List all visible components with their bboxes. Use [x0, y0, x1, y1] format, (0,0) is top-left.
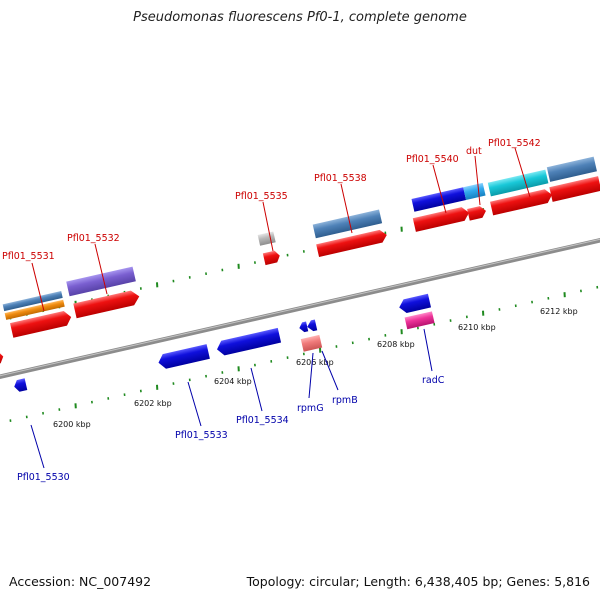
gene-bar-5535-gray[interactable]: [257, 231, 276, 246]
cds-arrow-5534[interactable]: [215, 327, 282, 357]
gene-label-radC[interactable]: radC: [422, 375, 445, 386]
gene-label-rpmG[interactable]: rpmG: [297, 403, 324, 414]
leader-line: [308, 352, 314, 399]
gene-label-5531[interactable]: Pfl01_5531: [2, 251, 55, 262]
cds-arrow-5538[interactable]: [316, 229, 388, 257]
scale-label: 6210 kbp: [458, 323, 496, 332]
gene-bar-5540-blue[interactable]: [411, 187, 467, 212]
scale-label: 6206 kbp: [296, 358, 334, 367]
cds-arrow-rpmG[interactable]: [298, 321, 309, 333]
cds-arrow-5533[interactable]: [157, 344, 210, 370]
cds-arrow-5540[interactable]: [412, 206, 471, 232]
gene-bar-5532-purple[interactable]: [66, 266, 136, 297]
gene-bar-5531-steelblue[interactable]: [2, 291, 63, 312]
gene-label-5540[interactable]: Pfl01_5540: [406, 154, 459, 165]
scale-label: 6212 kbp: [540, 307, 578, 316]
gene-bar-5538-steelblue[interactable]: [312, 209, 383, 239]
gene-label-5530[interactable]: Pfl01_5530: [17, 472, 70, 483]
leader-line: [94, 243, 108, 295]
gene-label-dut[interactable]: dut: [466, 146, 482, 157]
gene-label-5542[interactable]: Pfl01_5542: [488, 138, 541, 149]
scale-label: 6204 kbp: [214, 377, 252, 386]
leader-line: [321, 350, 339, 391]
lower-tick-track: [9, 285, 599, 423]
leader-line: [340, 183, 353, 234]
gene-label-5532[interactable]: Pfl01_5532: [67, 233, 120, 244]
cds-arrow-5532[interactable]: [73, 289, 141, 319]
gene-bar-5542-cyan[interactable]: [487, 169, 549, 197]
scale-label: 6208 kbp: [377, 340, 415, 349]
leader-line: [423, 328, 433, 372]
leader-line: [250, 367, 263, 412]
genome-summary-text: Topology: circular; Length: 6,438,405 bp…: [246, 574, 590, 589]
gene-label-rpmB[interactable]: rpmB: [332, 395, 358, 406]
scale-label: 6200 kbp: [53, 420, 91, 429]
gene-label-5535[interactable]: Pfl01_5535: [235, 191, 288, 202]
gene-bar-dut-lightblue[interactable]: [463, 182, 486, 200]
forward-gene-labels: Pfl01_5531 Pfl01_5532 Pfl01_5535 Pfl01_5…: [2, 138, 541, 312]
gene-label-5538[interactable]: Pfl01_5538: [314, 173, 367, 184]
gene-bar-5531-orange[interactable]: [4, 299, 65, 320]
gene-bar-radC-pink[interactable]: [404, 311, 435, 330]
cds-arrow-5535[interactable]: [262, 250, 281, 266]
reverse-gene-labels: Pfl01_5530 Pfl01_5533 Pfl01_5534 rpmG rp…: [17, 328, 445, 483]
cds-arrow-5542[interactable]: [490, 188, 554, 216]
leader-line: [432, 164, 447, 214]
map-title: Pseudomonas fluorescens Pf0-1, complete …: [133, 10, 467, 25]
scale-label: 6202 kbp: [134, 399, 172, 408]
cds-arrow-left-edge[interactable]: [0, 351, 5, 366]
reverse-features: [13, 293, 435, 392]
cds-arrow-next[interactable]: [549, 176, 600, 202]
cds-arrow-5530[interactable]: [13, 378, 28, 392]
gene-label-5534[interactable]: Pfl01_5534: [236, 415, 289, 426]
leader-line: [474, 155, 481, 206]
accession-text: Accession: NC_007492: [9, 574, 152, 589]
gene-bar-next-steelblue[interactable]: [546, 156, 597, 182]
leader-line: [514, 147, 531, 198]
genome-backbone-highlight: [0, 238, 600, 377]
leader-line: [262, 201, 274, 252]
cds-arrow-5531[interactable]: [10, 310, 73, 338]
gene-bar-rpm-salmon[interactable]: [300, 334, 323, 352]
cds-arrow-rpmB[interactable]: [306, 319, 318, 332]
cds-arrow-dut[interactable]: [467, 205, 487, 221]
genome-backbone: [0, 237, 600, 380]
leader-line: [30, 424, 45, 469]
cds-arrow-radC[interactable]: [398, 293, 432, 315]
leader-line: [31, 262, 45, 312]
scale-labels: 6200 kbp 6202 kbp 6204 kbp 6206 kbp 6208…: [53, 307, 578, 429]
leader-line: [187, 381, 202, 427]
gene-label-5533[interactable]: Pfl01_5533: [175, 430, 228, 441]
